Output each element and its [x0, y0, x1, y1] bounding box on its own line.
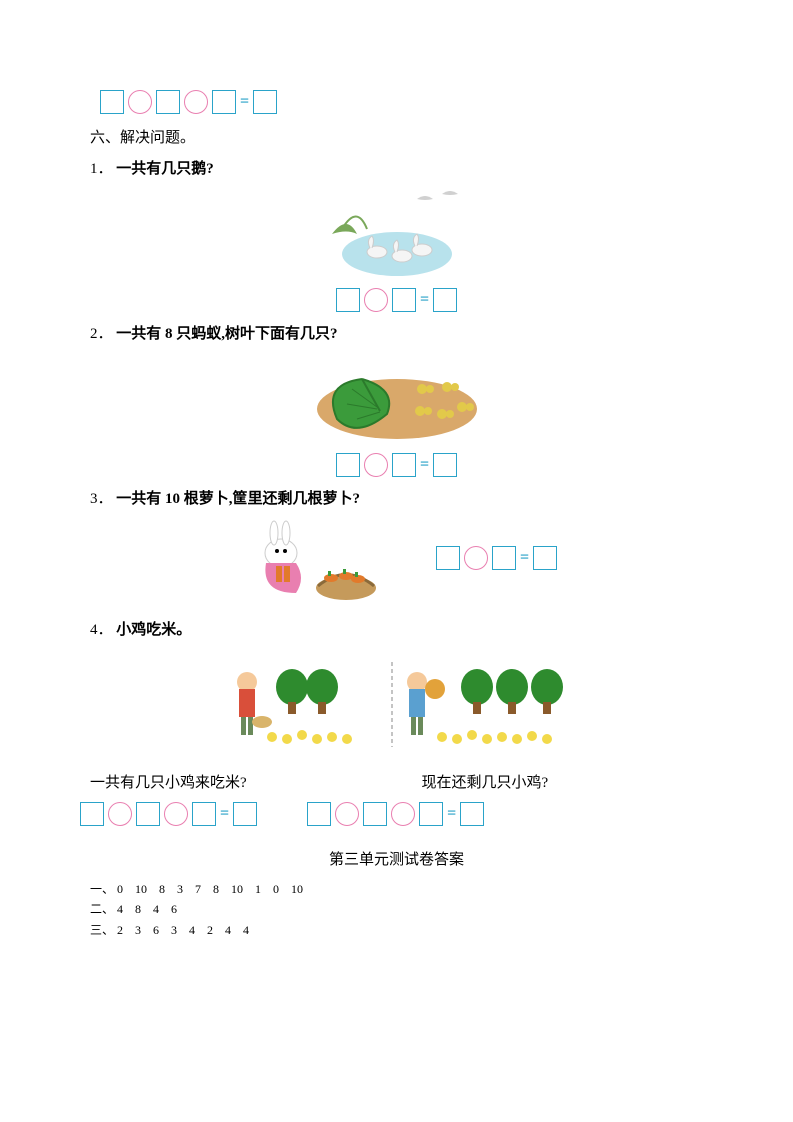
q4-num: 4．: [90, 622, 113, 638]
box-icon: [336, 453, 360, 477]
equals-sign: =: [240, 93, 249, 111]
equals-sign: =: [447, 805, 456, 823]
box-icon: [253, 90, 277, 114]
question-3: 3． 一共有 10 根萝卜,筐里还剩几根萝卜?: [90, 487, 703, 508]
q3-num: 3．: [90, 491, 113, 507]
box-icon: [392, 288, 416, 312]
box-icon: [233, 802, 257, 826]
question-1: 1． 一共有几只鹅?: [90, 157, 703, 178]
q2-equation: =: [90, 453, 703, 477]
circle-icon: [184, 90, 208, 114]
question-2: 2． 一共有 8 只蚂蚁,树叶下面有几只?: [90, 322, 703, 343]
box-icon: [533, 546, 557, 570]
answer-line-1: 一、 0 10 8 3 7 8 10 1 0 10: [90, 879, 703, 899]
circle-icon: [128, 90, 152, 114]
answers-block: 一、 0 10 8 3 7 8 10 1 0 10 二、 4 8 4 6 三、 …: [90, 879, 703, 940]
box-icon: [192, 802, 216, 826]
box-icon: [433, 288, 457, 312]
box-icon: [212, 90, 236, 114]
circle-icon: [364, 453, 388, 477]
box-icon: [436, 546, 460, 570]
circle-icon: [364, 288, 388, 312]
q4b-equation: =: [307, 802, 484, 826]
answer-line-2: 二、 4 8 4 6: [90, 899, 703, 919]
circle-icon: [335, 802, 359, 826]
equals-sign: =: [420, 291, 429, 309]
q3-text: 一共有 10 根萝卜,筐里还剩几根萝卜?: [116, 491, 360, 507]
circle-icon: [164, 802, 188, 826]
q3-equation: =: [436, 546, 557, 570]
box-icon: [80, 802, 104, 826]
rabbit-carrot-image: [236, 508, 396, 608]
q3-row: =: [90, 508, 703, 608]
q1-text: 一共有几只鹅?: [116, 161, 214, 177]
equals-sign: =: [420, 456, 429, 474]
box-icon: [460, 802, 484, 826]
q4b-text: 现在还剩几只小鸡?: [422, 771, 704, 792]
q2-num: 2．: [90, 326, 113, 342]
box-icon: [336, 288, 360, 312]
box-icon: [307, 802, 331, 826]
circle-icon: [391, 802, 415, 826]
equals-sign: =: [220, 805, 229, 823]
equals-sign: =: [520, 549, 529, 567]
box-icon: [156, 90, 180, 114]
q4-equations: = =: [80, 802, 703, 826]
answer-title: 第三单元测试卷答案: [90, 848, 703, 869]
box-icon: [492, 546, 516, 570]
question-4: 4． 小鸡吃米。: [90, 618, 703, 639]
top-equation: =: [100, 90, 703, 114]
q4-subquestions: 一共有几只小鸡来吃米? 现在还剩几只小鸡?: [90, 771, 703, 792]
q2-text: 一共有 8 只蚂蚁,树叶下面有几只?: [116, 326, 337, 342]
section-6-heading: 六、解决问题。: [90, 126, 703, 147]
box-icon: [392, 453, 416, 477]
chicks-image: [90, 647, 703, 757]
box-icon: [419, 802, 443, 826]
box-icon: [100, 90, 124, 114]
q4-text: 小鸡吃米。: [116, 622, 191, 638]
q1-equation: =: [90, 288, 703, 312]
ants-image: [90, 349, 703, 449]
box-icon: [433, 453, 457, 477]
q1-num: 1．: [90, 161, 113, 177]
q4a-text: 一共有几只小鸡来吃米?: [90, 771, 372, 792]
box-icon: [136, 802, 160, 826]
circle-icon: [464, 546, 488, 570]
q4a-equation: =: [80, 802, 257, 826]
answer-line-3: 三、 2 3 6 3 4 2 4 4: [90, 920, 703, 940]
geese-image: [90, 184, 703, 284]
box-icon: [363, 802, 387, 826]
circle-icon: [108, 802, 132, 826]
